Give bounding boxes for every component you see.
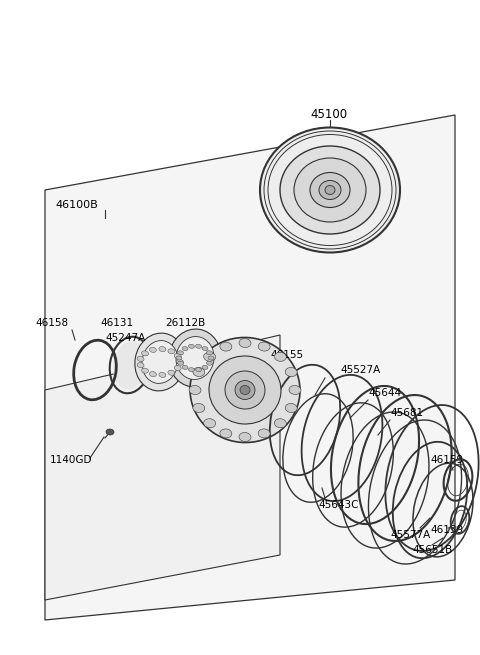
- Ellipse shape: [176, 337, 214, 379]
- Ellipse shape: [174, 354, 181, 358]
- Ellipse shape: [235, 381, 255, 400]
- Ellipse shape: [137, 356, 144, 362]
- Ellipse shape: [142, 341, 178, 383]
- Ellipse shape: [159, 346, 166, 352]
- Ellipse shape: [182, 365, 188, 369]
- Text: 46158: 46158: [35, 318, 68, 328]
- Ellipse shape: [275, 419, 287, 428]
- Ellipse shape: [193, 403, 205, 413]
- Ellipse shape: [258, 429, 270, 438]
- Text: 46155: 46155: [270, 350, 303, 360]
- Text: 46100B: 46100B: [55, 200, 98, 210]
- Ellipse shape: [285, 367, 297, 377]
- Ellipse shape: [294, 158, 366, 222]
- Ellipse shape: [225, 371, 265, 409]
- Ellipse shape: [289, 386, 301, 394]
- Ellipse shape: [220, 429, 232, 438]
- Ellipse shape: [206, 351, 212, 355]
- Ellipse shape: [177, 360, 183, 365]
- Ellipse shape: [168, 348, 175, 354]
- Ellipse shape: [149, 371, 156, 377]
- Ellipse shape: [202, 346, 208, 350]
- Ellipse shape: [325, 185, 335, 195]
- Text: 45644: 45644: [368, 388, 401, 398]
- Ellipse shape: [178, 351, 183, 355]
- Ellipse shape: [206, 361, 212, 365]
- Ellipse shape: [176, 356, 182, 360]
- Text: 26112B: 26112B: [165, 318, 205, 328]
- Ellipse shape: [258, 342, 270, 351]
- Ellipse shape: [189, 367, 194, 372]
- Polygon shape: [45, 335, 280, 600]
- Ellipse shape: [275, 352, 287, 362]
- Ellipse shape: [135, 333, 185, 391]
- Text: 1140GD: 1140GD: [50, 455, 93, 465]
- Ellipse shape: [239, 339, 251, 348]
- Ellipse shape: [280, 146, 380, 234]
- Ellipse shape: [204, 419, 216, 428]
- Ellipse shape: [208, 356, 214, 360]
- Ellipse shape: [168, 370, 175, 375]
- Text: 45651B: 45651B: [412, 545, 452, 555]
- Ellipse shape: [189, 386, 201, 394]
- Text: 45577A: 45577A: [390, 530, 430, 540]
- Text: 45681: 45681: [390, 408, 423, 418]
- Polygon shape: [45, 115, 455, 620]
- Text: 46159: 46159: [430, 455, 463, 465]
- Ellipse shape: [182, 346, 188, 350]
- Text: 45247A: 45247A: [105, 333, 145, 343]
- Ellipse shape: [195, 345, 202, 348]
- Ellipse shape: [319, 181, 341, 200]
- Ellipse shape: [169, 329, 221, 387]
- Ellipse shape: [178, 361, 183, 365]
- Ellipse shape: [142, 368, 148, 373]
- Text: 46131: 46131: [100, 318, 133, 328]
- Ellipse shape: [260, 128, 400, 252]
- Ellipse shape: [193, 367, 205, 377]
- Text: 46159: 46159: [430, 525, 463, 535]
- Ellipse shape: [285, 403, 297, 413]
- Text: 45527A: 45527A: [340, 365, 380, 375]
- Ellipse shape: [195, 367, 202, 372]
- Text: 45643C: 45643C: [318, 500, 359, 510]
- Ellipse shape: [220, 342, 232, 351]
- Ellipse shape: [202, 365, 208, 369]
- Ellipse shape: [239, 432, 251, 441]
- Ellipse shape: [190, 337, 300, 443]
- Ellipse shape: [189, 345, 194, 348]
- Ellipse shape: [113, 341, 147, 389]
- Text: 45100: 45100: [310, 108, 347, 121]
- Ellipse shape: [209, 356, 281, 424]
- Ellipse shape: [204, 352, 216, 362]
- Ellipse shape: [240, 386, 250, 394]
- Ellipse shape: [142, 351, 148, 356]
- Ellipse shape: [137, 363, 144, 367]
- Ellipse shape: [310, 172, 350, 208]
- Ellipse shape: [106, 429, 114, 435]
- Ellipse shape: [159, 373, 166, 377]
- Ellipse shape: [174, 365, 181, 371]
- Ellipse shape: [149, 347, 156, 352]
